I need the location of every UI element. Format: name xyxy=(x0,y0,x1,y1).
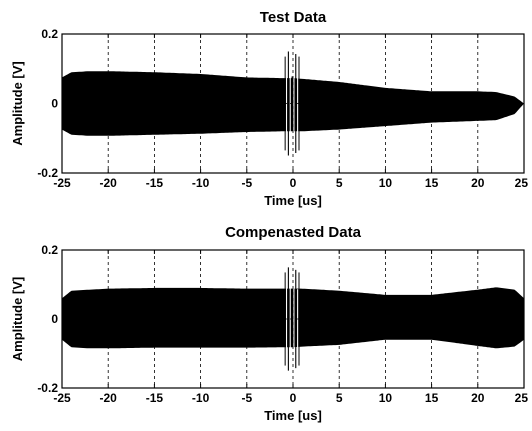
y-tick-label: 0.2 xyxy=(41,243,58,257)
x-axis-label: Time [us] xyxy=(264,408,322,423)
x-tick-label: 10 xyxy=(379,176,393,190)
x-tick-label: 20 xyxy=(471,176,485,190)
ticks: -25 -20 -15 -10 -5 0 5 10 15 20 25 -0.2 0 0.2 xyxy=(37,243,528,405)
grid xyxy=(62,34,524,173)
y-tick-label: -0.2 xyxy=(37,381,58,395)
x-tick-label: -10 xyxy=(192,176,210,190)
x-tick-label: 5 xyxy=(336,176,343,190)
y-tick-label: 0 xyxy=(51,97,58,111)
x-tick-label: -5 xyxy=(241,391,252,405)
x-tick-label: 25 xyxy=(515,176,529,190)
grid xyxy=(62,250,524,388)
x-tick-label: 0 xyxy=(290,176,297,190)
x-tick-label: -15 xyxy=(146,391,164,405)
x-tick-label: 15 xyxy=(425,176,439,190)
x-tick-label: 0 xyxy=(290,391,297,405)
x-axis-label: Time [us] xyxy=(264,193,322,208)
x-tick-label: 15 xyxy=(425,391,439,405)
y-axis-label: Amplitude [V] xyxy=(10,61,25,146)
y-tick-label: 0.2 xyxy=(41,27,58,41)
x-tick-label: -15 xyxy=(146,176,164,190)
ticks: -25 -20 -15 -10 -5 0 5 10 15 20 25 -0.2 0 0.2 xyxy=(37,27,528,190)
y-tick-label: 0 xyxy=(51,312,58,326)
x-tick-label: -5 xyxy=(241,176,252,190)
x-tick-label: -25 xyxy=(53,176,71,190)
x-tick-label: -20 xyxy=(100,391,118,405)
x-tick-label: 25 xyxy=(515,391,529,405)
y-tick-label: -0.2 xyxy=(37,166,58,180)
chart-compensated-data: Compenasted Data -25 -20 -15 -10 -5 0 5 10 15 20 2… xyxy=(10,224,528,423)
x-tick-label: -10 xyxy=(192,391,210,405)
x-tick-label: -25 xyxy=(53,391,71,405)
chart-title: Test Data xyxy=(260,9,327,26)
x-tick-label: -20 xyxy=(100,176,118,190)
x-tick-label: 20 xyxy=(471,391,485,405)
y-axis-label: Amplitude [V] xyxy=(10,277,25,362)
chart-title: Compenasted Data xyxy=(225,224,362,241)
x-tick-label: 5 xyxy=(336,391,343,405)
chart-test-data: Test Data -25 -20 -15 -10 -5 0 5 10 15 20 25 -0.2 0 0… xyxy=(10,9,528,208)
x-tick-label: 10 xyxy=(379,391,393,405)
